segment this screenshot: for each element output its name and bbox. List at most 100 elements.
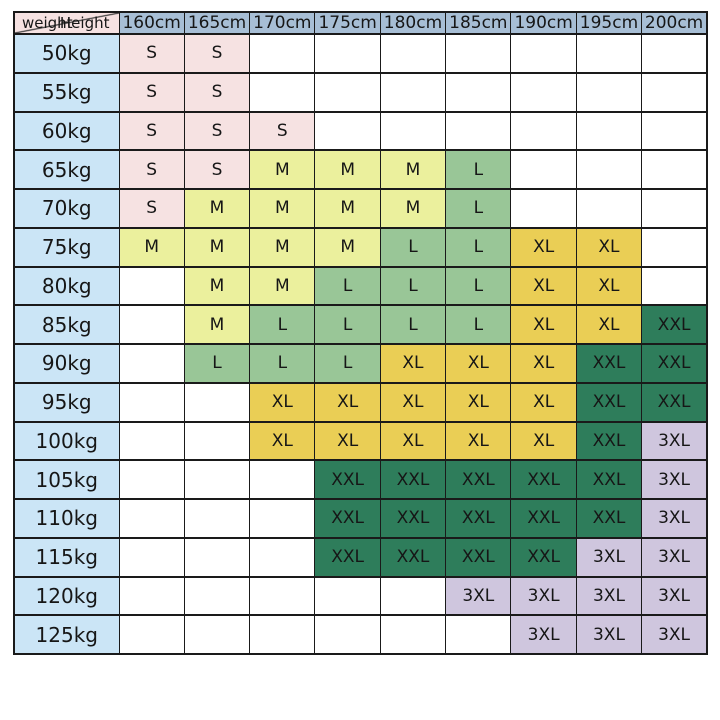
table-row: 100kg XL XL XL XL XL XXL 3XL: [13, 420, 708, 462]
size-cell: XL: [379, 420, 447, 462]
size-cell: L: [445, 188, 512, 229]
size-cell: XXL: [641, 304, 708, 345]
size-cell: L: [445, 304, 512, 345]
size-cell: XL: [379, 343, 447, 384]
size-cell: S: [118, 110, 185, 152]
empty-cell: [314, 614, 381, 655]
size-cell: L: [314, 343, 381, 384]
weight-row-header: 55kg: [13, 71, 120, 113]
size-cell: XXL: [445, 536, 512, 578]
size-cell: XL: [314, 381, 381, 423]
size-cell: 3XL: [641, 498, 708, 539]
empty-cell: [641, 226, 708, 268]
weight-row-header: 120kg: [13, 575, 120, 617]
empty-cell: [314, 33, 381, 74]
table-row: 95kg XL XL XL XL XL XXL XXL: [13, 381, 708, 423]
empty-cell: [183, 498, 251, 539]
size-cell: XL: [510, 343, 577, 384]
size-cell: M: [314, 149, 381, 190]
size-cell: 3XL: [575, 614, 643, 655]
empty-cell: [641, 188, 708, 229]
table-row: 120kg 3XL 3XL 3XL 3XL: [13, 575, 708, 617]
size-cell: XL: [314, 420, 381, 462]
weight-row-header: 125kg: [13, 614, 120, 655]
empty-cell: [118, 614, 185, 655]
size-cell: XXL: [575, 381, 643, 423]
empty-cell: [445, 71, 512, 113]
empty-cell: [183, 459, 251, 500]
size-cell: XL: [510, 304, 577, 345]
size-cell: XXL: [379, 498, 447, 539]
size-cell: XL: [249, 420, 316, 462]
size-cell: XXL: [641, 381, 708, 423]
empty-cell: [641, 149, 708, 190]
empty-cell: [118, 498, 185, 539]
empty-cell: [445, 110, 512, 152]
size-cell: M: [183, 304, 251, 345]
weight-row-header: 65kg: [13, 149, 120, 190]
empty-cell: [575, 110, 643, 152]
height-column-header: 165cm: [183, 11, 251, 35]
empty-cell: [379, 33, 447, 74]
empty-cell: [575, 188, 643, 229]
height-column-header: 200cm: [641, 11, 708, 35]
size-cell: 3XL: [641, 575, 708, 617]
size-cell: XXL: [575, 459, 643, 500]
weight-row-header: 85kg: [13, 304, 120, 345]
size-cell: XXL: [510, 536, 577, 578]
size-cell: XXL: [445, 498, 512, 539]
size-cell: XL: [249, 381, 316, 423]
size-chart-table: Height weight 160cm 165cm 170cm 175cm 180cm 1…: [13, 11, 708, 655]
weight-row-header: 105kg: [13, 459, 120, 500]
empty-cell: [183, 381, 251, 423]
size-cell: L: [183, 343, 251, 384]
size-cell: M: [314, 188, 381, 229]
size-cell: 3XL: [641, 614, 708, 655]
empty-cell: [445, 33, 512, 74]
empty-cell: [641, 110, 708, 152]
empty-cell: [249, 498, 316, 539]
size-cell: XXL: [575, 420, 643, 462]
size-cell: XXL: [641, 343, 708, 384]
empty-cell: [118, 381, 185, 423]
empty-cell: [249, 33, 316, 74]
size-cell: XL: [510, 420, 577, 462]
height-column-header: 185cm: [445, 11, 512, 35]
size-cell: L: [249, 304, 316, 345]
size-chart: Height weight 160cm 165cm 170cm 175cm 180cm 1…: [13, 11, 708, 655]
empty-cell: [249, 614, 316, 655]
height-column-header: 190cm: [510, 11, 577, 35]
size-cell: XL: [510, 226, 577, 268]
empty-cell: [379, 575, 447, 617]
empty-cell: [183, 420, 251, 462]
size-cell: XXL: [379, 536, 447, 578]
size-cell: L: [445, 265, 512, 307]
size-cell: XL: [510, 381, 577, 423]
size-cell: M: [379, 188, 447, 229]
empty-cell: [118, 459, 185, 500]
table-row: 110kg XXL XXL XXL XXL XXL 3XL: [13, 498, 708, 539]
weight-row-header: 60kg: [13, 110, 120, 152]
size-cell: L: [314, 265, 381, 307]
size-cell: XL: [445, 343, 512, 384]
size-cell: 3XL: [575, 575, 643, 617]
size-cell: 3XL: [510, 614, 577, 655]
empty-cell: [575, 71, 643, 113]
table-row: 55kg S S: [13, 71, 708, 113]
empty-cell: [118, 536, 185, 578]
table-row: 65kg S S M M M L: [13, 149, 708, 190]
size-cell: L: [379, 265, 447, 307]
size-cell: XXL: [445, 459, 512, 500]
height-column-header: 170cm: [249, 11, 316, 35]
table-row: 125kg 3XL 3XL 3XL: [13, 614, 708, 655]
empty-cell: [445, 614, 512, 655]
size-cell: S: [183, 71, 251, 113]
empty-cell: [183, 536, 251, 578]
size-cell: XL: [575, 265, 643, 307]
empty-cell: [183, 575, 251, 617]
empty-cell: [183, 614, 251, 655]
size-cell: L: [445, 226, 512, 268]
weight-row-header: 70kg: [13, 188, 120, 229]
size-cell: L: [314, 304, 381, 345]
size-cell: M: [183, 226, 251, 268]
